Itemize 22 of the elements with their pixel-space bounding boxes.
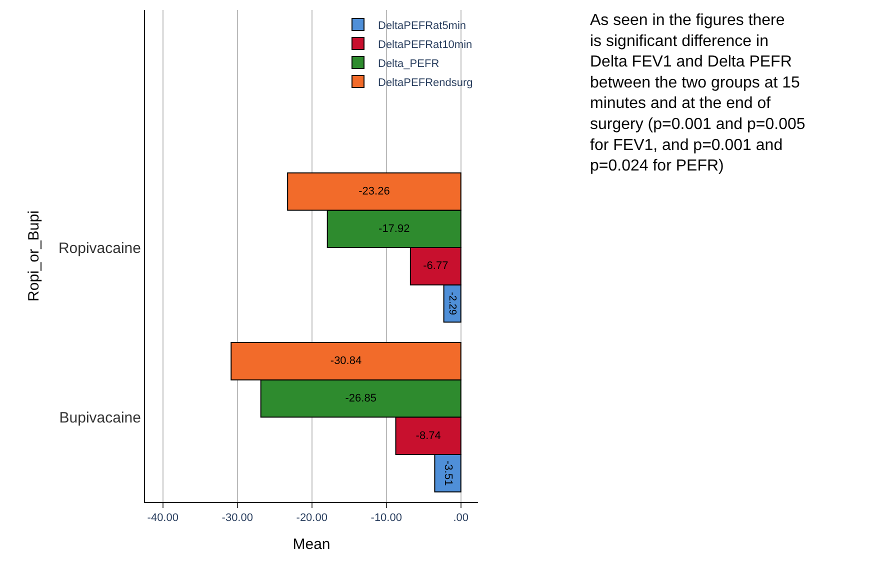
x-tick-label: -10.00	[370, 512, 402, 524]
data-label: -8.74	[416, 430, 441, 442]
x-tick-label: -20.00	[296, 512, 328, 524]
x-tick-label: .00	[453, 512, 469, 524]
data-label: -26.85	[345, 392, 376, 405]
data-label: -2.29	[446, 292, 458, 316]
legend-label: DeltaPEFRat10min	[378, 38, 472, 51]
data-label: -17.92	[378, 222, 410, 235]
text: As seen in the figures there is significant difference in Delta FEV1 and Delta PEFR between the two groups at 15 minutes and at the end of surgery (p=0.001 and p=0.005 for FEV1, and p=0.001 and p=0.024 for PEFR)	[590, 12, 806, 175]
data-label: -23.26	[358, 186, 390, 198]
x-tick-label: -40.00	[147, 512, 178, 524]
data-label: -30.84	[330, 355, 362, 368]
data-label: -6.77	[423, 260, 448, 272]
y-axis-title: Ropi_or_Bupi	[26, 210, 43, 302]
y-tick-label: Ropivacaine	[58, 240, 141, 257]
x-tick-label: -30.00	[222, 512, 253, 524]
legend-label: DeltaPEFRendsurg	[378, 76, 473, 89]
y-tick-label: Bupivacaine	[59, 409, 141, 426]
data-label: -3.51	[442, 460, 454, 486]
x-axis-title: Mean	[292, 536, 330, 554]
legend-label: Delta_PEFR	[378, 58, 440, 70]
legend-label: DeltaPEFRat5min	[378, 20, 466, 32]
